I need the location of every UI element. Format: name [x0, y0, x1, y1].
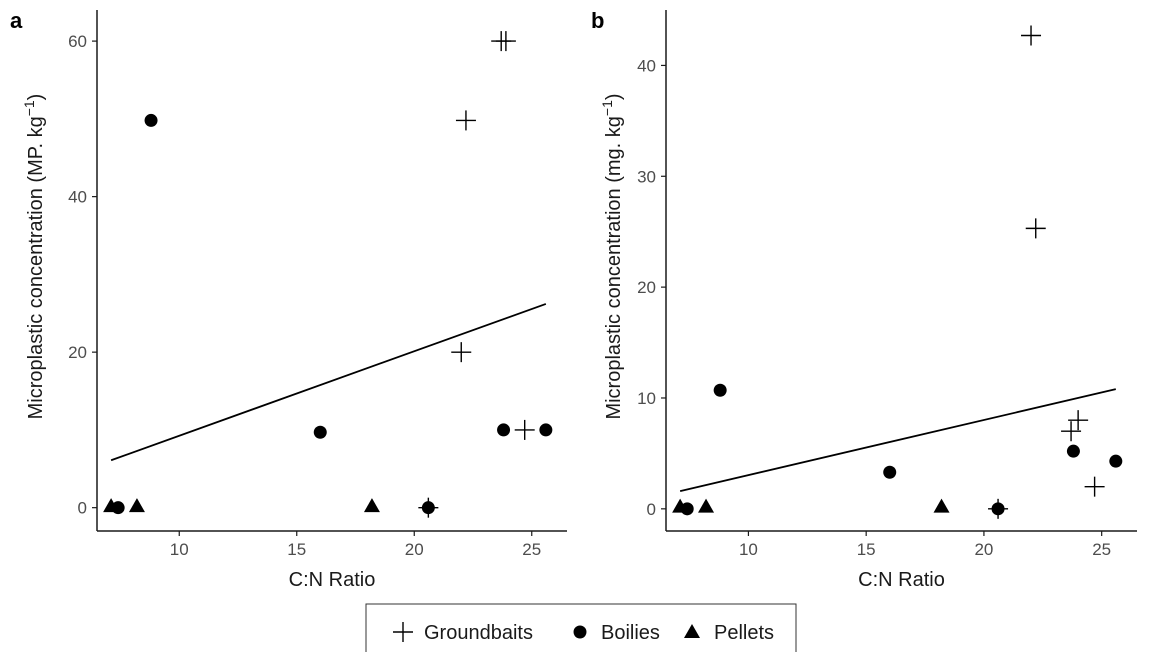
- legend-key-groundbaits: [393, 622, 413, 642]
- y-tick-label: 0: [78, 499, 87, 518]
- plus-point: [1021, 25, 1042, 46]
- plus-point: [495, 31, 516, 52]
- legend-label-boilies: Boilies: [601, 622, 660, 644]
- legend: Groundbaits Boilies Pellets: [365, 603, 797, 652]
- legend-key-boilies: [573, 625, 587, 639]
- legend-key-pellets: [684, 624, 700, 638]
- y-axis-title: Microplastic concentration (mg. kg−1): [599, 93, 625, 419]
- circle-point: [497, 423, 511, 437]
- x-axis-title: C:N Ratio: [858, 569, 945, 591]
- triangle-point: [672, 498, 689, 513]
- plus-point: [514, 419, 535, 440]
- plus-point: [1084, 476, 1105, 497]
- y-tick-label: 0: [647, 500, 656, 519]
- x-tick-label: 20: [974, 540, 993, 559]
- y-axis-title-tail: ): [25, 94, 47, 101]
- plus-point: [455, 110, 476, 131]
- plus-point: [451, 342, 472, 363]
- plus-point: [1025, 218, 1046, 239]
- y-tick-label: 30: [637, 167, 656, 186]
- y-axis-title-superscript: −1: [21, 100, 37, 116]
- circle-point: [991, 502, 1005, 516]
- legend-label-pellets: Pellets: [714, 622, 774, 644]
- y-tick-label: 10: [637, 389, 656, 408]
- triangle-point: [698, 498, 715, 513]
- y-axis-title: Microplastic concentration (MP. kg−1): [21, 94, 47, 420]
- y-tick-label: 40: [637, 56, 656, 75]
- triangle-point: [128, 498, 145, 513]
- y-axis-title-superscript: −1: [599, 100, 615, 116]
- x-tick-label: 25: [522, 540, 541, 559]
- series-pellets: [672, 498, 950, 513]
- circle-point: [1109, 454, 1123, 468]
- trend-line: [110, 303, 547, 462]
- triangle-point: [363, 498, 380, 513]
- circle-point: [883, 465, 897, 479]
- legend-label-groundbaits: Groundbaits: [424, 622, 533, 644]
- trend-line: [679, 388, 1117, 492]
- series-groundbaits: [988, 25, 1105, 519]
- circle-point: [144, 113, 158, 127]
- triangle-point: [103, 498, 120, 513]
- panel-label-b: b: [591, 8, 604, 33]
- y-tick-label: 40: [68, 188, 87, 207]
- circle-point: [1066, 444, 1080, 458]
- circle-point: [539, 423, 553, 437]
- y-tick-label: 20: [68, 343, 87, 362]
- panel-label-a: a: [10, 8, 23, 33]
- x-tick-label: 20: [405, 540, 424, 559]
- x-tick-label: 15: [287, 540, 306, 559]
- x-tick-label: 10: [170, 540, 189, 559]
- y-tick-label: 20: [637, 278, 656, 297]
- series-groundbaits: [418, 31, 535, 518]
- chart-panel-a: 10 15 20 25 0 20 40 60 C:N Ratio Microplastic con…: [10, 8, 567, 591]
- plus-point: [1061, 421, 1082, 442]
- x-tick-label: 15: [857, 540, 876, 559]
- circle-point: [713, 383, 727, 397]
- chart-panel-b: 10 15 20 25 0 10 20 30 40 C:N Ratio Microplastic c…: [591, 8, 1137, 591]
- circle-point: [313, 425, 327, 439]
- plus-point: [1068, 410, 1089, 431]
- x-tick-label: 25: [1092, 540, 1111, 559]
- x-axis-title: C:N Ratio: [289, 569, 376, 591]
- y-axis-title-main: Microplastic concentration (mg. kg: [603, 116, 625, 419]
- series-boilies: [111, 113, 553, 515]
- y-axis-title-tail: ): [603, 93, 625, 100]
- x-tick-label: 10: [739, 540, 758, 559]
- series-pellets: [103, 498, 380, 513]
- y-axis-title-main: Microplastic concentration (MP. kg: [25, 116, 47, 419]
- y-tick-label: 60: [68, 32, 87, 51]
- triangle-point: [933, 498, 950, 513]
- circle-point: [421, 501, 435, 515]
